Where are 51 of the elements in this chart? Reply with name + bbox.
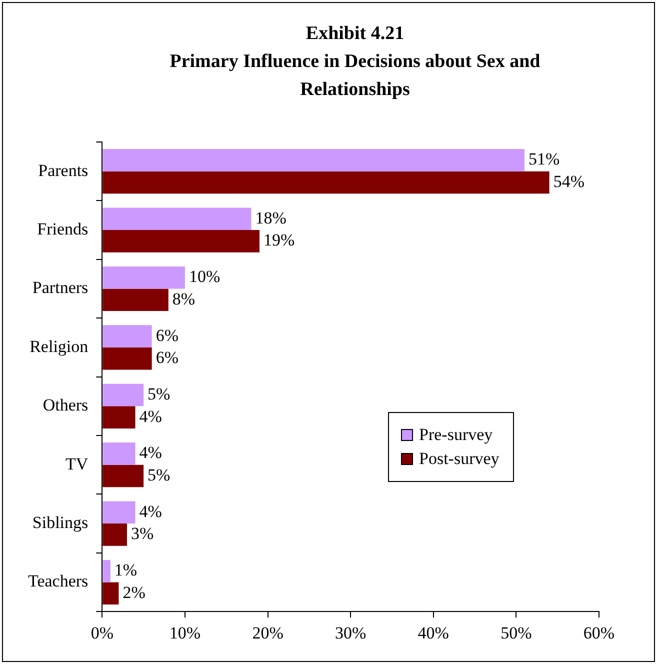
data-label: 6% bbox=[156, 348, 179, 368]
bar bbox=[102, 406, 136, 428]
chart-title: Exhibit 4.21 bbox=[304, 22, 406, 46]
data-label: 10% bbox=[188, 267, 220, 286]
data-label: 5% bbox=[148, 384, 170, 404]
data-label: 3% bbox=[131, 524, 154, 544]
data-label: 6% bbox=[156, 326, 179, 345]
y-tick-label: Teachers bbox=[28, 572, 88, 591]
legend-label: Pre-survey bbox=[419, 425, 493, 445]
bar bbox=[102, 442, 136, 465]
bar bbox=[102, 230, 260, 252]
y-tick-label: Siblings bbox=[32, 513, 88, 532]
data-label: 4% bbox=[139, 502, 162, 521]
data-label: 1% bbox=[114, 560, 138, 580]
data-label: 2% bbox=[122, 582, 146, 602]
bar bbox=[102, 560, 110, 582]
x-tick-label: 40% bbox=[418, 623, 449, 642]
x-tick-label: 20% bbox=[252, 623, 284, 642]
bar bbox=[102, 325, 152, 348]
x-tick-label: 50% bbox=[500, 623, 532, 642]
data-label: 8% bbox=[172, 289, 196, 308]
data-label: 18% bbox=[255, 208, 286, 228]
y-tick-label: TV bbox=[65, 454, 89, 474]
bar bbox=[102, 149, 524, 172]
data-label: 54% bbox=[553, 172, 584, 191]
x-tick-label: 60% bbox=[583, 623, 615, 642]
legend-label: Post-survey bbox=[419, 449, 500, 469]
data-label: 4% bbox=[139, 406, 162, 426]
bar bbox=[102, 288, 168, 312]
bar bbox=[102, 582, 119, 605]
data-label: 5% bbox=[148, 465, 170, 484]
x-tick-label: 0% bbox=[90, 623, 114, 642]
data-label: 51% bbox=[528, 150, 560, 169]
bar bbox=[102, 171, 550, 194]
bar bbox=[102, 501, 136, 524]
y-tick-label: Religion bbox=[30, 336, 89, 356]
y-tick-label: Partners bbox=[32, 278, 88, 298]
bar bbox=[102, 464, 144, 488]
bar bbox=[102, 347, 152, 370]
bar bbox=[102, 208, 252, 230]
x-tick-label: 10% bbox=[169, 623, 201, 642]
bar bbox=[102, 266, 185, 289]
chart-subtitle: Primary Influence in Decisions about Sex and Relationships bbox=[168, 50, 542, 102]
y-tick-label: Others bbox=[42, 396, 88, 415]
y-tick-label: Friends bbox=[37, 220, 88, 239]
data-label: 19% bbox=[263, 230, 295, 250]
bar bbox=[102, 384, 144, 406]
y-tick-label: Parents bbox=[38, 160, 88, 180]
data-label: 4% bbox=[139, 443, 162, 462]
x-tick-label: 30% bbox=[334, 623, 366, 642]
bar bbox=[102, 524, 127, 546]
